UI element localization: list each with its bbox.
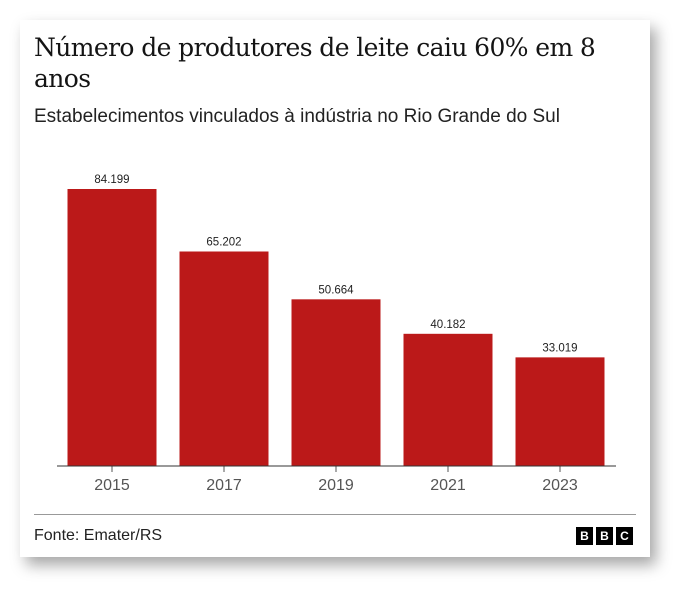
- data-label: 33.019: [542, 342, 577, 354]
- bar: [67, 189, 157, 466]
- data-label: 65.202: [206, 236, 241, 248]
- source-text: Fonte: Emater/RS: [34, 527, 163, 544]
- bbc-logo-letter: C: [616, 527, 633, 545]
- data-label: 84.199: [94, 174, 129, 186]
- chart-title: Número de produtores de leite caiu 60% e…: [34, 33, 596, 93]
- x-tick-label: 2023: [542, 477, 578, 494]
- bar: [291, 299, 381, 466]
- data-label: 40.182: [430, 319, 465, 331]
- x-tick-label: 2019: [318, 477, 354, 494]
- chart-card: Número de produtores de leite caiu 60% e…: [20, 20, 650, 557]
- chart-subtitle: Estabelecimentos vinculados à indústria …: [34, 106, 560, 127]
- bar: [179, 251, 269, 466]
- bar: [515, 357, 605, 466]
- bar-chart: 84.199 2015 65.202 2017 50.664 2019 40.182 2021…: [57, 174, 616, 494]
- footer-divider: [34, 514, 636, 515]
- x-tick-label: 2021: [430, 477, 466, 494]
- data-label: 50.664: [318, 284, 354, 296]
- bbc-logo: B B C: [576, 527, 633, 545]
- bbc-logo-letter: B: [596, 527, 613, 545]
- bbc-logo-letter: B: [576, 527, 593, 545]
- bar: [403, 333, 493, 466]
- x-tick-label: 2017: [206, 477, 242, 494]
- x-tick-label: 2015: [94, 477, 130, 494]
